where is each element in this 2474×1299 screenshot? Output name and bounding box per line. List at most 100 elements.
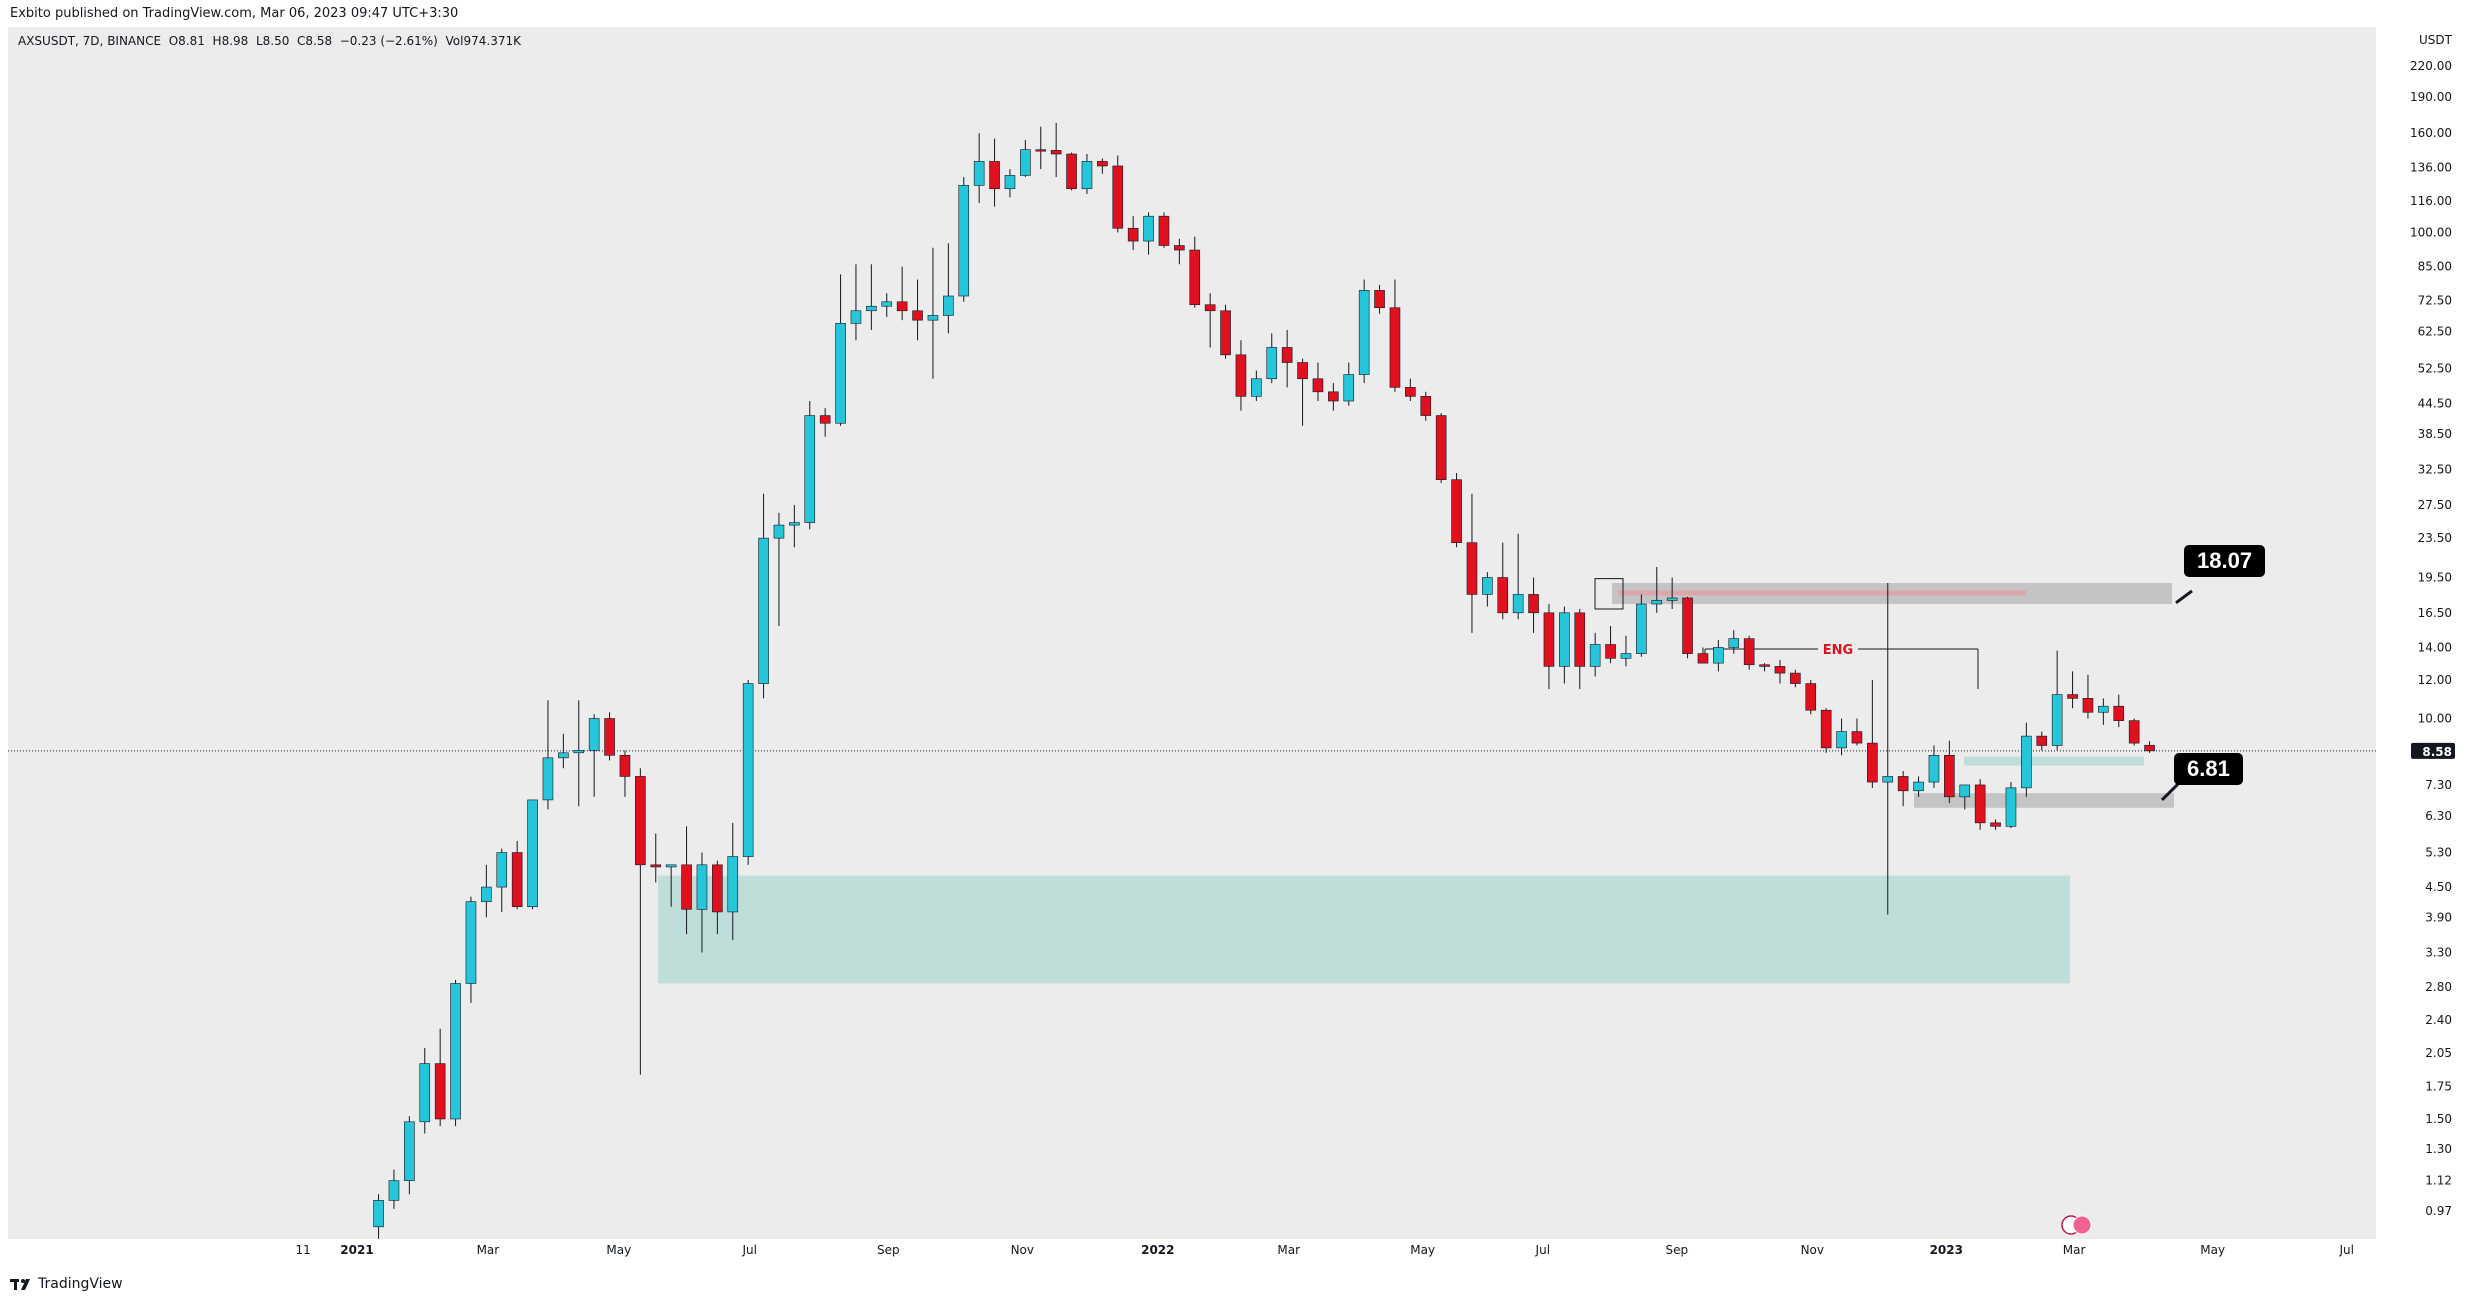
- candle-body: [558, 752, 569, 759]
- candle: [2036, 731, 2048, 751]
- candle-body: [727, 856, 739, 913]
- candle-body: [1682, 597, 1693, 654]
- x-tick-label: Nov: [1011, 1243, 1034, 1257]
- candle-body: [619, 755, 631, 777]
- candles-layer: [373, 122, 2155, 1239]
- candle-body: [465, 901, 477, 984]
- candle-body: [1374, 290, 1385, 309]
- y-tick-label: 23.50: [2418, 531, 2452, 545]
- legend-volume: Vol974.371K: [445, 34, 521, 48]
- candle: [696, 852, 708, 953]
- annotation-lines-layer: ENG: [8, 589, 2376, 801]
- candle-body: [1620, 653, 1632, 659]
- candle: [866, 264, 877, 330]
- candle: [404, 1116, 415, 1195]
- x-tick-label: Mar: [2063, 1243, 2086, 1257]
- y-tick-label: 72.50: [2418, 293, 2452, 307]
- candle: [588, 714, 600, 797]
- candle-body: [1389, 307, 1401, 388]
- candle: [1143, 212, 1154, 255]
- candle-body: [588, 718, 600, 751]
- candle: [1882, 583, 1894, 915]
- candle: [1328, 383, 1339, 411]
- candle-body: [819, 415, 831, 424]
- candle: [2067, 671, 2078, 709]
- candle: [604, 712, 615, 761]
- candle-body: [1112, 165, 1124, 229]
- candle-body: [712, 864, 723, 913]
- candle-body: [1666, 597, 1678, 601]
- candle: [1081, 154, 1093, 194]
- y-tick-label: 1.50: [2425, 1112, 2452, 1126]
- y-tick-label: 1.30: [2425, 1142, 2452, 1156]
- last-price-badge: 8.58: [2422, 745, 2452, 759]
- price-axis[interactable]: [2376, 27, 2474, 1239]
- candle: [835, 274, 846, 426]
- footer-branding[interactable]: TradingView: [8, 1272, 308, 1296]
- candle-body: [773, 524, 785, 539]
- candle-body: [1312, 378, 1324, 393]
- candle: [1220, 304, 1231, 359]
- candle: [1790, 669, 1801, 688]
- candle-body: [1497, 577, 1509, 614]
- misc-layer: [2061, 1215, 2092, 1235]
- y-tick-label: 5.30: [2425, 846, 2452, 860]
- candle: [619, 750, 631, 797]
- candle-body: [1004, 175, 1016, 190]
- y-tick-label: 62.50: [2418, 325, 2452, 339]
- candle-body: [1790, 672, 1801, 684]
- x-tick-label: Mar: [1277, 1243, 1300, 1257]
- candle: [1004, 169, 1016, 198]
- candle: [373, 1194, 384, 1239]
- candle: [1959, 784, 1971, 810]
- candle: [2113, 694, 2125, 728]
- price-callout-lower: 6.81: [2174, 753, 2243, 785]
- candle-body: [650, 864, 662, 868]
- candle: [1127, 216, 1139, 251]
- candle: [450, 979, 461, 1127]
- y-tick-label: 2.80: [2425, 980, 2452, 994]
- candle-body: [1251, 378, 1262, 397]
- symbol-legend: AXSUSDT, 7D, BINANCE O8.81 H8.98 L8.50 C…: [18, 34, 521, 48]
- candle-body: [604, 718, 615, 756]
- candle-body: [1420, 396, 1432, 416]
- candle-body: [1189, 249, 1201, 306]
- candle: [1466, 493, 1478, 633]
- eng-label: ENG: [1823, 643, 1853, 658]
- candle: [742, 680, 754, 865]
- candle-body: [881, 301, 893, 307]
- candle: [1759, 663, 1770, 672]
- candle: [1281, 329, 1293, 388]
- candle: [1035, 126, 1047, 170]
- candle-body: [1143, 215, 1154, 242]
- x-tick-label: 2021: [340, 1243, 373, 1257]
- candle-body: [1174, 245, 1185, 251]
- candle-body: [1651, 600, 1663, 605]
- candle: [1666, 577, 1678, 609]
- candle-body: [1281, 347, 1293, 363]
- footer-brand-text: TradingView: [38, 1276, 123, 1292]
- y-tick-label: 116.00: [2410, 194, 2452, 208]
- y-tick-label: 3.30: [2425, 946, 2452, 960]
- candle-body: [542, 757, 554, 801]
- y-tick-label: 6.30: [2425, 809, 2452, 823]
- candle: [650, 833, 662, 883]
- demand-zone-large: [658, 875, 2070, 984]
- chart-pane[interactable]: [8, 27, 2376, 1239]
- candle: [2098, 698, 2109, 725]
- candle-body: [896, 301, 908, 312]
- candle-body: [1097, 161, 1108, 167]
- candle: [1743, 635, 1755, 670]
- time-axis[interactable]: [8, 1239, 2376, 1269]
- x-tick-label: Jul: [1535, 1243, 1550, 1257]
- y-tick-label: 136.00: [2410, 161, 2452, 175]
- candle-body: [943, 295, 954, 316]
- candle: [665, 864, 677, 907]
- candle: [496, 848, 508, 912]
- candle-body: [2144, 744, 2155, 752]
- candle-body: [1990, 822, 2001, 827]
- candle: [1050, 122, 1062, 178]
- candle: [558, 733, 569, 769]
- y-tick-label: 1.12: [2425, 1174, 2452, 1188]
